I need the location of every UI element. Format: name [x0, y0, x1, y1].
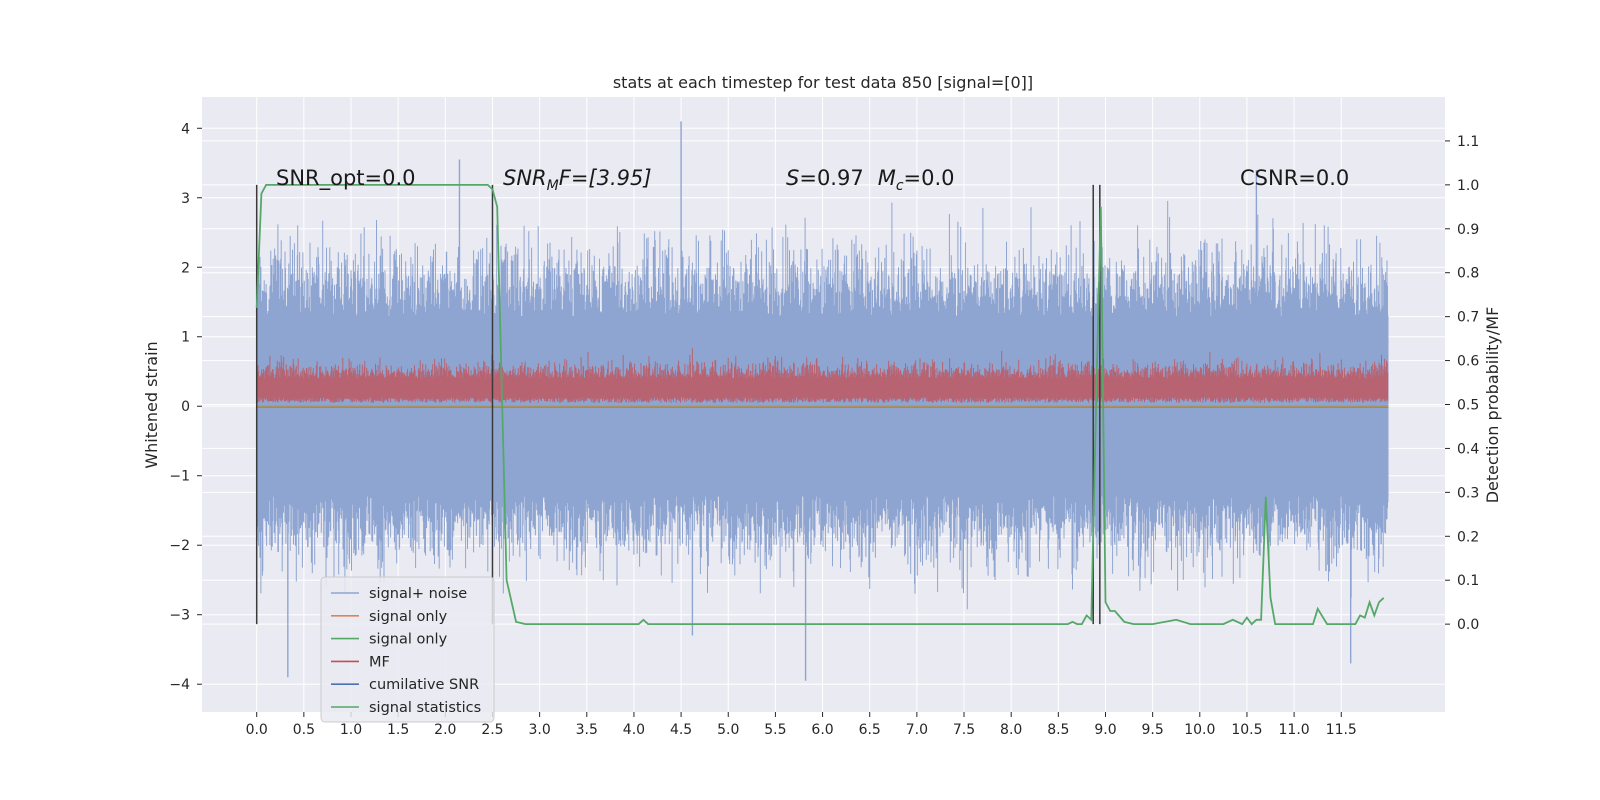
y-axis-ticks: −4 −3 −2 −1 0 1 2 3 4 — [169, 121, 202, 693]
signal-statistics-line — [255, 183, 1385, 626]
legend-label: signal only — [369, 609, 448, 625]
legend: signal+ noise signal only signal only MF cum… — [320, 576, 495, 723]
legend-label: signal statistics — [369, 700, 481, 716]
x-tick-label: 11.0 — [1279, 722, 1310, 738]
y-right-tick-label: 0.8 — [1457, 266, 1479, 282]
x-tick-label: 0.0 — [246, 722, 268, 738]
mc-value: =0.0 — [904, 166, 955, 190]
legend-box — [320, 576, 495, 723]
y-right-tick-label: 0.9 — [1457, 222, 1479, 238]
mc-label: M — [878, 166, 896, 190]
annotation-snr-opt: SNR_opt=0.0 — [276, 166, 416, 191]
y-tick-label: 2 — [181, 260, 190, 276]
annotation-s-mc: S=0.97 Mc=0.0 — [786, 166, 955, 194]
x-tick-label: 9.0 — [1094, 722, 1116, 738]
snr-mf-base: SNR — [503, 166, 547, 190]
y-right-tick-label: 0.6 — [1457, 354, 1479, 370]
x-tick-label: 3.0 — [528, 722, 550, 738]
x-tick-label: 2.5 — [481, 722, 503, 738]
chart-title: stats at each timestep for test data 850… — [613, 73, 1033, 92]
y-tick-label: −3 — [169, 608, 190, 624]
x-tick-label: 1.0 — [340, 722, 362, 738]
y-right-tick-label: 1.1 — [1457, 134, 1479, 150]
legend-label: cumilative SNR — [369, 677, 479, 693]
y-axis-label: Whitened strain — [142, 341, 161, 468]
x-axis-ticks: 0.0 0.5 1.0 1.5 2.0 2.5 3.0 3.5 4.0 4.5 5.0 5.5 6.0 6… — [246, 712, 1357, 738]
x-tick-label: 5.5 — [764, 722, 786, 738]
y-right-tick-label: 0.3 — [1457, 485, 1479, 501]
s-value: =0.97 — [799, 166, 863, 190]
x-tick-label: 2.0 — [434, 722, 456, 738]
y-tick-label: −1 — [169, 469, 190, 485]
y-right-tick-label: 0.7 — [1457, 310, 1479, 326]
s-label: S — [786, 166, 799, 190]
legend-label: signal only — [369, 632, 448, 648]
y-tick-label: −4 — [169, 677, 190, 693]
x-tick-label: 4.5 — [670, 722, 692, 738]
x-tick-label: 10.0 — [1184, 722, 1215, 738]
snr-mf-sub: M — [547, 178, 559, 194]
y-right-tick-label: 0.0 — [1457, 617, 1479, 633]
y-right-tick-label: 0.1 — [1457, 573, 1479, 589]
x-tick-label: 10.5 — [1231, 722, 1262, 738]
x-tick-label: 6.5 — [859, 722, 881, 738]
x-tick-label: 7.0 — [906, 722, 928, 738]
y-right-tick-label: 1.0 — [1457, 178, 1479, 194]
y-tick-label: 1 — [181, 330, 190, 346]
x-tick-label: 6.0 — [811, 722, 833, 738]
y-right-tick-label: 0.2 — [1457, 529, 1479, 545]
y-right-tick-label: 0.4 — [1457, 441, 1479, 457]
x-tick-label: 9.5 — [1142, 722, 1164, 738]
x-tick-label: 8.5 — [1047, 722, 1069, 738]
mc-sub: c — [896, 178, 904, 194]
y-axis-right-label: Detection probability/MF — [1483, 307, 1502, 504]
signal-only-series — [256, 405, 1389, 408]
y-right-tick-label: 0.5 — [1457, 398, 1479, 414]
x-tick-label: 11.5 — [1326, 722, 1357, 738]
y-tick-label: 4 — [181, 121, 190, 137]
signal-statistics-series — [255, 183, 1385, 626]
x-tick-label: 7.5 — [953, 722, 975, 738]
x-tick-label: 1.5 — [387, 722, 409, 738]
x-tick-label: 5.0 — [717, 722, 739, 738]
y-tick-label: 0 — [181, 399, 190, 415]
x-tick-label: 3.5 — [576, 722, 598, 738]
y-tick-label: −2 — [169, 538, 190, 554]
snr-mf-f: F=[3.95] — [559, 166, 652, 190]
legend-label: MF — [369, 654, 390, 670]
annotation-csnr: CSNR=0.0 — [1240, 166, 1349, 190]
x-tick-label: 0.5 — [293, 722, 315, 738]
legend-label: signal+ noise — [369, 586, 467, 602]
y-axis-right-ticks: 0.0 0.1 0.2 0.3 0.4 0.5 0.6 0.7 0.8 0.9 1.0 1.1 — [1445, 134, 1479, 633]
x-tick-label: 4.0 — [623, 722, 645, 738]
y-tick-label: 3 — [181, 191, 190, 207]
annotation-snr-mf: SNRMF=[3.95] — [503, 166, 652, 194]
x-tick-label: 8.0 — [1000, 722, 1022, 738]
